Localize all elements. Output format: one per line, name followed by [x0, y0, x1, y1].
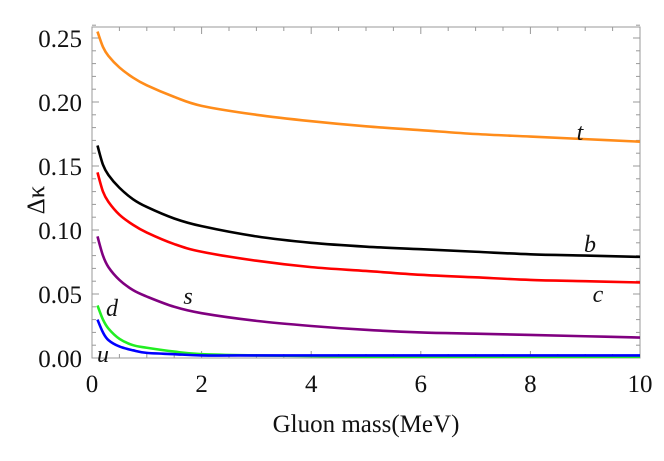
x-tick-label: 2 [195, 371, 208, 398]
y-tick-label: 0.20 [38, 90, 82, 117]
series-line-u [96, 319, 640, 357]
y-tick-label: 0.25 [38, 26, 82, 53]
series-line-b [96, 145, 641, 259]
x-tick-label: 4 [305, 371, 318, 398]
series-label-t: t [577, 120, 585, 146]
x-tick-label: 8 [524, 371, 537, 398]
series-label-c: c [593, 282, 604, 308]
x-tick-label: 10 [628, 371, 653, 398]
series-line-c [96, 172, 641, 284]
x-tick-label: 0 [86, 371, 99, 398]
series-line-t [96, 31, 641, 143]
series-label-b: b [584, 232, 596, 258]
y-axis-label: Δκ [23, 185, 50, 214]
x-tick-label: 6 [415, 371, 428, 398]
series-line-s [96, 236, 641, 339]
y-tick-label: 0.00 [38, 346, 82, 373]
series-label-u: u [97, 342, 109, 368]
x-axis-label: Gluon mass(MeV) [273, 411, 460, 438]
y-tick-label: 0.05 [38, 282, 82, 309]
plot-frame [91, 26, 641, 359]
series-label-d: d [106, 296, 119, 322]
y-tick-label: 0.10 [38, 218, 82, 245]
y-tick-label: 0.15 [38, 154, 82, 181]
series-label-s: s [183, 284, 192, 310]
